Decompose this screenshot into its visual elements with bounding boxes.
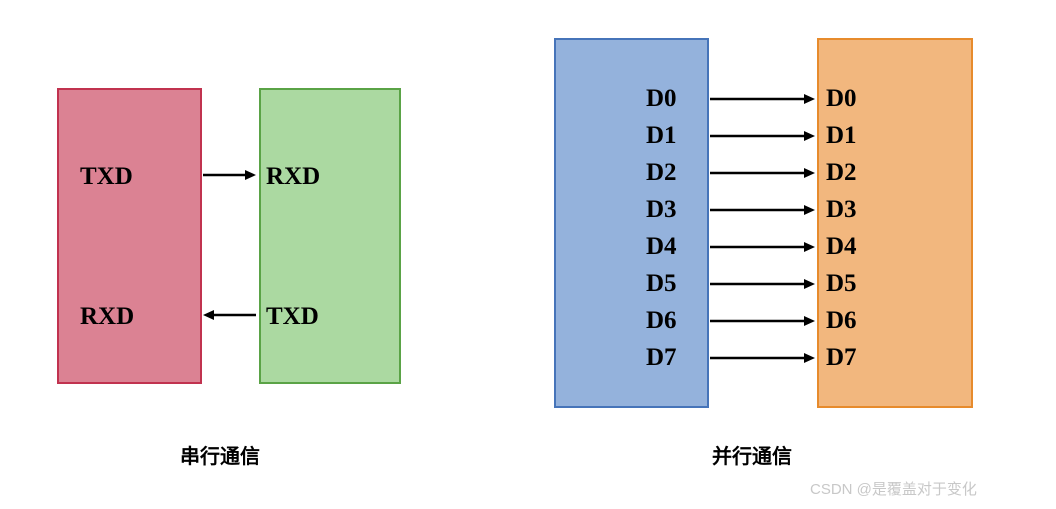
serial-label-1: RXD — [266, 163, 320, 191]
serial-label-0: TXD — [80, 163, 133, 191]
parallel-left-label-1: D1 — [646, 122, 677, 150]
parallel-arrow-4 — [698, 235, 827, 259]
serial-caption: 串行通信 — [180, 440, 260, 469]
parallel-arrow-3 — [698, 198, 827, 222]
parallel-left-label-5: D5 — [646, 270, 677, 298]
serial-label-2: RXD — [80, 303, 134, 331]
serial-right-box — [259, 88, 401, 384]
parallel-arrow-0 — [698, 87, 827, 111]
parallel-right-label-6: D6 — [826, 307, 857, 335]
parallel-caption: 并行通信 — [712, 440, 792, 469]
parallel-arrow-5 — [698, 272, 827, 296]
parallel-left-label-6: D6 — [646, 307, 677, 335]
parallel-right-label-0: D0 — [826, 85, 857, 113]
parallel-right-label-5: D5 — [826, 270, 857, 298]
parallel-arrow-7 — [698, 346, 827, 370]
parallel-right-label-4: D4 — [826, 233, 857, 261]
watermark: CSDN @是覆盖对于变化 — [810, 478, 977, 499]
parallel-left-label-7: D7 — [646, 344, 677, 372]
serial-arrow-0 — [191, 163, 268, 187]
parallel-arrow-6 — [698, 309, 827, 333]
diagram-root: TXD RXD RXD TXD 串行通信 D0 D0 D1 D1 D2 D2 D3 D3 D4 D4 D5 D5… — [0, 0, 1056, 509]
parallel-right-label-1: D1 — [826, 122, 857, 150]
parallel-right-label-7: D7 — [826, 344, 857, 372]
serial-arrow-1 — [191, 303, 268, 327]
parallel-right-label-2: D2 — [826, 159, 857, 187]
parallel-left-label-3: D3 — [646, 196, 677, 224]
serial-left-box — [57, 88, 202, 384]
parallel-arrow-2 — [698, 161, 827, 185]
parallel-left-box — [554, 38, 709, 408]
parallel-left-label-4: D4 — [646, 233, 677, 261]
parallel-left-label-0: D0 — [646, 85, 677, 113]
parallel-right-label-3: D3 — [826, 196, 857, 224]
parallel-left-label-2: D2 — [646, 159, 677, 187]
parallel-arrow-1 — [698, 124, 827, 148]
serial-label-3: TXD — [266, 303, 319, 331]
